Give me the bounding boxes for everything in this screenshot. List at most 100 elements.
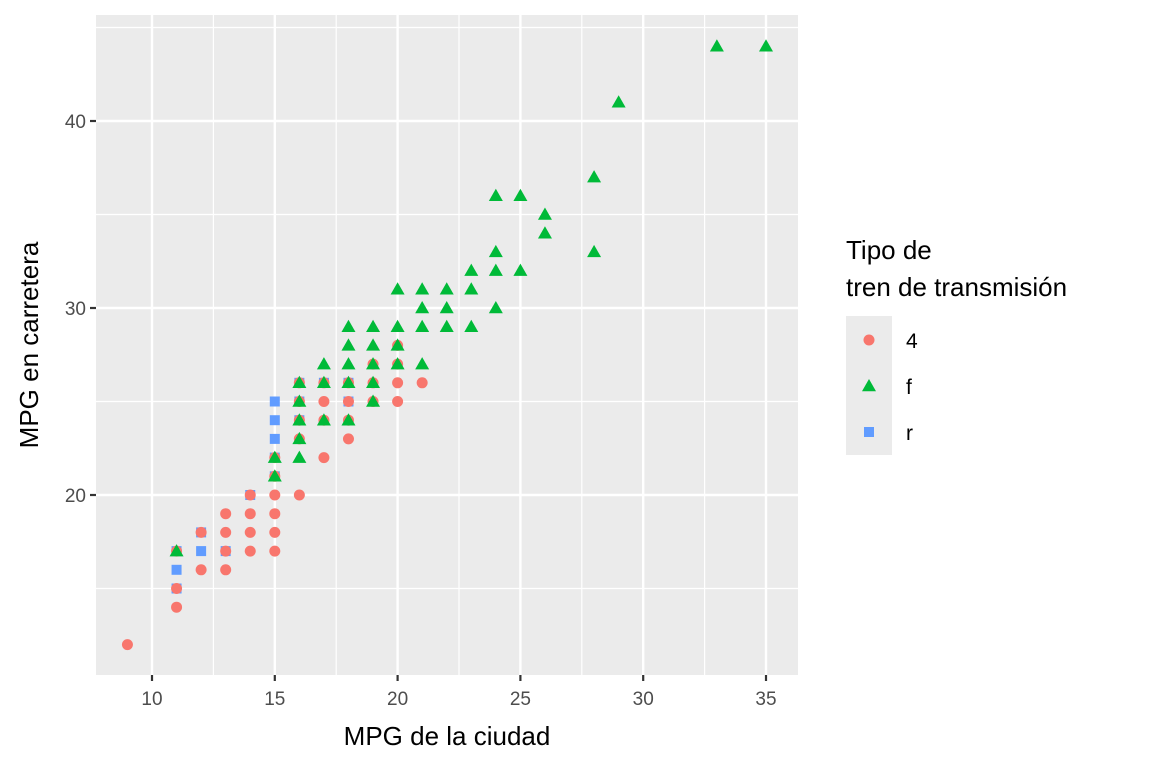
x-axis-title: MPG de la ciudad [344, 721, 551, 751]
data-point-f [488, 263, 503, 276]
x-tick-label: 20 [387, 689, 408, 710]
data-point-f [292, 375, 307, 389]
data-point-f [488, 244, 503, 258]
data-point-4 [121, 639, 133, 651]
y-tick-label: 20 [65, 486, 86, 507]
data-point-f [292, 450, 307, 463]
data-points [121, 39, 773, 651]
data-point-f [587, 244, 602, 258]
data-point-f [267, 469, 282, 482]
data-point-f [415, 357, 430, 370]
data-point-f [366, 319, 381, 332]
data-point-f [366, 357, 381, 370]
data-point-f [415, 319, 430, 332]
data-point-f [341, 319, 356, 332]
data-point-4 [195, 526, 207, 538]
y-axis-title: MPG en carretera [14, 241, 44, 448]
data-point-f [341, 357, 356, 370]
data-point-4 [318, 452, 330, 464]
data-point-4 [244, 489, 256, 501]
data-point-f [292, 413, 307, 426]
x-tick-label: 30 [633, 689, 654, 710]
data-point-f [537, 226, 552, 239]
data-point-r [269, 396, 280, 407]
legend-title-line-1: Tipo de [846, 235, 932, 265]
data-point-4 [392, 396, 404, 407]
data-point-f [390, 319, 405, 332]
data-point-4 [293, 489, 305, 501]
data-point-f [316, 413, 331, 426]
data-point-f [169, 544, 184, 557]
data-point-f [390, 357, 405, 370]
data-point-f [537, 207, 552, 220]
data-point-f [366, 338, 381, 351]
data-point-r [269, 415, 280, 426]
data-point-f [316, 357, 331, 370]
data-point-4 [342, 396, 354, 407]
data-point-f [488, 188, 503, 202]
data-point-f [587, 170, 602, 183]
data-point-f [415, 282, 430, 295]
data-point-4 [244, 508, 256, 520]
data-point-f [366, 375, 381, 389]
y-tick-label: 30 [65, 299, 86, 320]
x-axis: 10 15 20 25 30 35 [141, 675, 777, 710]
x-tick-label: 10 [141, 689, 162, 710]
data-point-4 [220, 508, 232, 520]
data-point-f [316, 375, 331, 389]
data-point-f [390, 282, 405, 295]
x-tick-label: 25 [510, 689, 531, 710]
data-point-4 [220, 564, 232, 576]
data-point-4 [269, 489, 281, 501]
x-tick-label: 35 [755, 689, 776, 710]
data-point-f [439, 282, 454, 295]
data-point-f [488, 301, 503, 314]
data-point-4 [244, 526, 256, 538]
legend-key-r-icon [864, 427, 874, 437]
data-point-f [439, 301, 454, 314]
data-point-f [341, 413, 356, 426]
data-point-f [292, 431, 307, 445]
data-point-f [464, 263, 479, 276]
legend-title-line-2: tren de transmisión [846, 272, 1067, 302]
data-point-f [390, 338, 405, 351]
x-tick-label: 15 [264, 689, 285, 710]
data-point-f [464, 282, 479, 295]
data-point-4 [318, 396, 330, 407]
data-point-4 [244, 545, 256, 557]
legend-label-r: r [906, 422, 913, 445]
data-point-4 [269, 508, 281, 520]
plot-panel [96, 15, 798, 675]
data-point-f [439, 319, 454, 332]
legend-key-4-icon [863, 334, 875, 346]
legend-keys [862, 334, 876, 437]
data-point-r [171, 564, 182, 575]
data-point-f [341, 375, 356, 389]
data-point-4 [220, 526, 232, 538]
data-point-f [513, 263, 528, 276]
y-axis: 20 30 40 [65, 112, 96, 507]
minor-gridlines [96, 15, 798, 675]
legend: Tipo de tren de transmisión 4 f r [846, 235, 1067, 455]
data-point-f [366, 394, 381, 407]
legend-label-4: 4 [906, 330, 918, 353]
data-point-f [267, 450, 282, 463]
data-point-4 [269, 526, 281, 538]
data-point-4 [416, 377, 428, 389]
data-point-f [611, 95, 626, 108]
legend-label-f: f [906, 376, 912, 399]
data-point-f [415, 301, 430, 314]
y-tick-label: 40 [65, 112, 86, 133]
data-point-4 [392, 377, 404, 389]
data-point-f [341, 338, 356, 351]
data-point-4 [342, 433, 354, 445]
data-point-f [709, 39, 724, 52]
data-point-4 [171, 583, 183, 594]
data-point-f [464, 319, 479, 332]
data-point-f [513, 188, 528, 202]
data-point-r [269, 433, 280, 444]
legend-key-f-icon [862, 379, 876, 392]
data-point-4 [269, 545, 281, 557]
data-point-f [292, 394, 307, 407]
